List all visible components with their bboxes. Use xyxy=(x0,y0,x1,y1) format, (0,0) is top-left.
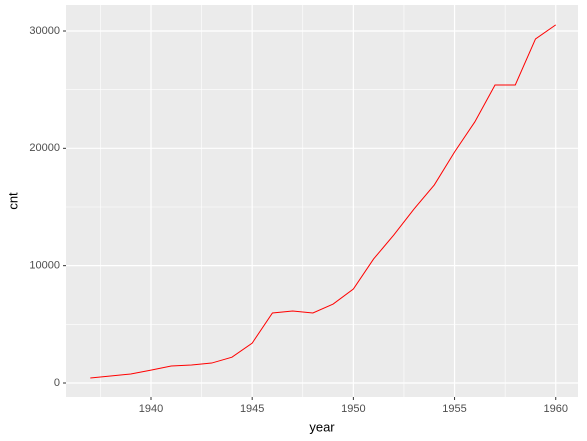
data-line xyxy=(90,24,557,379)
plot-panel xyxy=(66,5,578,397)
y-axis-title: cnt xyxy=(5,192,20,210)
y-tick-label: 10000 xyxy=(29,260,60,272)
y-tick-label: 30000 xyxy=(29,25,60,37)
x-tick-label: 1945 xyxy=(240,403,264,415)
y-tick-label: 0 xyxy=(54,377,60,389)
x-tick-label: 1940 xyxy=(139,403,163,415)
x-tick-label: 1955 xyxy=(442,403,466,415)
x-tick-label: 1950 xyxy=(341,403,365,415)
x-tick-label: 1960 xyxy=(543,403,567,415)
y-tick-label: 20000 xyxy=(29,142,60,154)
x-axis-title: year xyxy=(309,419,335,434)
